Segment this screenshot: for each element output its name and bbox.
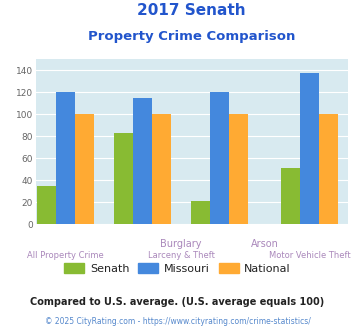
Text: Compared to U.S. average. (U.S. average equals 100): Compared to U.S. average. (U.S. average … (31, 297, 324, 307)
Bar (191, 201, 210, 224)
Text: All Property Crime: All Property Crime (27, 251, 104, 260)
Text: Motor Vehicle Theft: Motor Vehicle Theft (269, 251, 350, 260)
Text: © 2025 CityRating.com - https://www.cityrating.com/crime-statistics/: © 2025 CityRating.com - https://www.city… (45, 317, 310, 326)
Bar (133, 98, 152, 224)
Bar (75, 115, 94, 224)
Text: 2017 Senath: 2017 Senath (137, 3, 246, 18)
Legend: Senath, Missouri, National: Senath, Missouri, National (60, 258, 295, 278)
Text: Burglary: Burglary (160, 239, 202, 249)
Bar (229, 115, 248, 224)
Bar (37, 186, 56, 224)
Bar (114, 133, 133, 224)
Text: Larceny & Theft: Larceny & Theft (148, 251, 214, 260)
Text: Property Crime Comparison: Property Crime Comparison (88, 30, 295, 43)
Bar (56, 92, 75, 224)
Bar (300, 73, 319, 224)
Text: Arson: Arson (251, 239, 278, 249)
Bar (281, 168, 300, 224)
Bar (319, 115, 338, 224)
Bar (210, 92, 229, 224)
Bar (152, 115, 171, 224)
